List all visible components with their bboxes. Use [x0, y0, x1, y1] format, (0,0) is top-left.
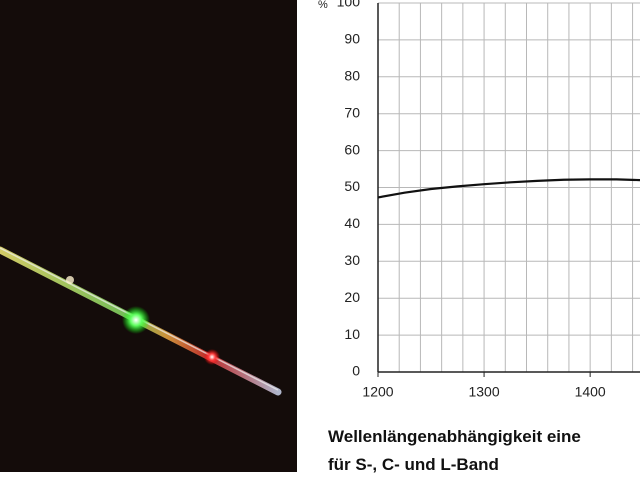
- y-tick-label: 50: [344, 178, 360, 194]
- y-tick-label: 10: [344, 326, 360, 342]
- data-line: [377, 178, 640, 199]
- y-tick-label: 40: [344, 215, 360, 231]
- x-tick-label: 1200: [362, 384, 393, 400]
- y-tick-label: 30: [344, 252, 360, 268]
- y-tick-label: 0: [352, 363, 360, 379]
- y-tick-label: 70: [344, 104, 360, 120]
- x-tick-label: 1400: [575, 384, 606, 400]
- y-tick-label: 20: [344, 289, 360, 305]
- green-spot: [122, 306, 150, 334]
- grid: [377, 2, 640, 377]
- photo-background: [0, 0, 297, 472]
- y-tick-label: 60: [344, 141, 360, 157]
- y-tick-label: 100: [337, 0, 361, 10]
- white-spot: [66, 276, 74, 284]
- caption-line: Wellenlängenabhängigkeit eine: [328, 427, 581, 446]
- photo: [0, 0, 297, 472]
- y-tick-label: 80: [344, 68, 360, 84]
- red-spot: [204, 349, 220, 365]
- y-tick-label: 90: [344, 31, 360, 47]
- caption-line: für S-, C- und L-Band: [328, 455, 499, 474]
- x-tick-label: 1300: [468, 384, 499, 400]
- marks: [377, 178, 640, 199]
- y-axis-label: %: [318, 0, 328, 11]
